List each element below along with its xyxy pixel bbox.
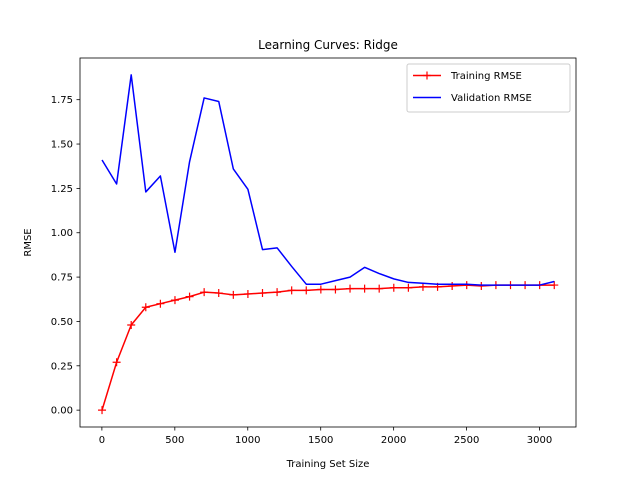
- legend-box: [406, 63, 571, 113]
- legend-label-training: Training RMSE: [450, 71, 522, 82]
- training-rmse-point: [331, 285, 340, 294]
- y-axis-label: RMSE: [23, 228, 34, 256]
- x-tick-label: 2000: [381, 435, 406, 446]
- plot-area: [80, 58, 576, 427]
- x-tick-label: 1000: [235, 435, 260, 446]
- y-tick-label: 1.25: [51, 184, 73, 195]
- y-tick-label: 1.50: [51, 140, 73, 151]
- y-tick-label: 1.75: [51, 95, 73, 106]
- training-rmse-point: [550, 281, 559, 290]
- y-tick-label: 1.00: [51, 228, 73, 239]
- training-rmse-point: [170, 296, 179, 305]
- training-rmse-point: [98, 406, 107, 415]
- validation-rmse-line: [101, 74, 555, 286]
- y-tick-label: 0.25: [51, 361, 73, 372]
- training-rmse-point: [302, 286, 311, 295]
- training-rmse-point: [448, 281, 457, 290]
- training-rmse-point: [127, 320, 136, 329]
- legend: Training RMSE Validation RMSE: [406, 63, 571, 113]
- training-rmse-point: [346, 284, 355, 293]
- training-rmse-point: [477, 281, 486, 290]
- training-rmse-point: [404, 283, 413, 292]
- training-rmse-point: [258, 289, 267, 298]
- training-rmse-point: [156, 299, 165, 308]
- training-rmse-point: [273, 288, 282, 297]
- y-axis-ticks: 0.00 0.25 0.50 0.75 1.00 1.25 1.50 1.75: [51, 95, 80, 417]
- training-rmse-point: [200, 288, 209, 297]
- training-rmse-point: [214, 289, 223, 298]
- chart-title: Learning Curves: Ridge: [258, 38, 398, 52]
- x-axis-ticks: 0 500 1000 1500 2000 2500 3000: [99, 427, 552, 446]
- training-rmse-point: [141, 303, 150, 312]
- x-axis-label: Training Set Size: [286, 459, 370, 470]
- training-rmse-point: [243, 289, 252, 298]
- training-rmse-point: [112, 358, 121, 367]
- series-layer: [98, 74, 559, 415]
- legend-label-validation: Validation RMSE: [451, 93, 532, 104]
- x-tick-label: 1500: [308, 435, 333, 446]
- training-rmse-point: [418, 282, 427, 291]
- y-tick-label: 0.00: [51, 406, 73, 417]
- plot-frame: [79, 57, 577, 428]
- training-rmse-point: [389, 283, 398, 292]
- y-tick-label: 0.50: [51, 317, 73, 328]
- x-tick-label: 500: [165, 435, 184, 446]
- training-rmse-point: [229, 290, 238, 299]
- legend-training-marker: [423, 71, 431, 80]
- training-rmse-point: [185, 292, 194, 301]
- training-rmse-point: [360, 284, 369, 293]
- training-rmse-point: [287, 286, 296, 295]
- training-rmse-point: [375, 284, 384, 293]
- y-tick-label: 0.75: [51, 273, 73, 284]
- x-tick-label: 2500: [454, 435, 479, 446]
- x-tick-label: 3000: [527, 435, 552, 446]
- training-rmse-point: [316, 285, 325, 294]
- x-tick-label: 0: [99, 435, 105, 446]
